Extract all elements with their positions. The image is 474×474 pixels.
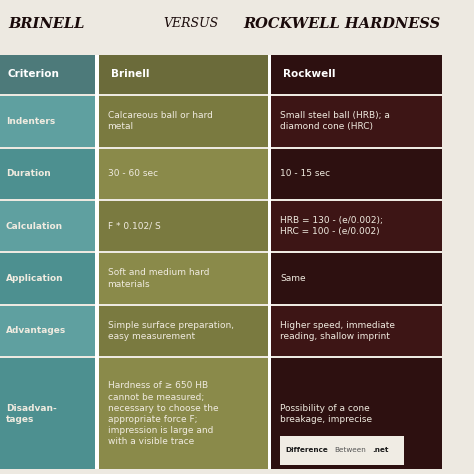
Bar: [0, 254, 97, 304]
Bar: [270, 96, 442, 146]
Text: Criterion: Criterion: [8, 69, 60, 79]
Text: Simple surface preparation,
easy measurement: Simple surface preparation, easy measure…: [108, 321, 234, 341]
Text: Small steel ball (HRB); a
diamond cone (HRC): Small steel ball (HRB); a diamond cone (…: [280, 111, 390, 131]
Text: Calcareous ball or hard
metal: Calcareous ball or hard metal: [108, 111, 212, 131]
Text: Possibility of a cone
breakage, imprecise: Possibility of a cone breakage, imprecis…: [280, 404, 372, 424]
Text: Higher speed, immediate
reading, shallow imprint: Higher speed, immediate reading, shallow…: [280, 321, 395, 341]
Bar: [268, 55, 272, 469]
Text: ROCKWELL HARDNESS: ROCKWELL HARDNESS: [243, 17, 440, 31]
Bar: [0, 96, 97, 146]
Bar: [97, 254, 270, 304]
Text: VERSUS: VERSUS: [164, 17, 219, 29]
Text: Between: Between: [335, 447, 366, 453]
Text: Difference: Difference: [285, 447, 328, 453]
Text: Brinell: Brinell: [111, 69, 149, 79]
Text: Application: Application: [6, 274, 64, 283]
Bar: [270, 358, 442, 469]
Text: Hardness of ≥ 650 HB
cannot be measured;
necessary to choose the
appropriate for: Hardness of ≥ 650 HB cannot be measured;…: [108, 382, 218, 446]
Text: Soft and medium hard
materials: Soft and medium hard materials: [108, 268, 209, 289]
Bar: [97, 96, 270, 146]
Bar: [95, 55, 99, 469]
Bar: [0, 55, 97, 94]
Text: Rockwell: Rockwell: [283, 69, 336, 79]
Text: Indenters: Indenters: [6, 117, 55, 126]
Text: Advantages: Advantages: [6, 327, 66, 336]
Text: Same: Same: [280, 274, 306, 283]
Bar: [270, 55, 442, 94]
Text: .net: .net: [372, 447, 388, 453]
Text: Disadvan-
tages: Disadvan- tages: [6, 404, 56, 424]
Bar: [97, 149, 270, 199]
Bar: [270, 254, 442, 304]
Bar: [97, 201, 270, 251]
Text: F * 0.102/ S: F * 0.102/ S: [108, 222, 160, 231]
Text: 10 - 15 sec: 10 - 15 sec: [280, 169, 330, 178]
Bar: [0, 201, 97, 251]
Bar: [97, 55, 270, 94]
Bar: [97, 358, 270, 469]
Text: 30 - 60 sec: 30 - 60 sec: [108, 169, 158, 178]
Text: Duration: Duration: [6, 169, 51, 178]
Text: BRINELL: BRINELL: [9, 17, 85, 31]
Text: Calculation: Calculation: [6, 222, 63, 231]
Bar: [270, 306, 442, 356]
Text: HRB = 130 - (e/0.002);
HRC = 100 - (e/0.002): HRB = 130 - (e/0.002); HRC = 100 - (e/0.…: [280, 216, 383, 236]
Bar: [0, 149, 97, 199]
Bar: [97, 306, 270, 356]
Bar: [270, 149, 442, 199]
Bar: [280, 436, 404, 465]
Bar: [0, 306, 97, 356]
Bar: [0, 358, 97, 469]
Bar: [270, 201, 442, 251]
